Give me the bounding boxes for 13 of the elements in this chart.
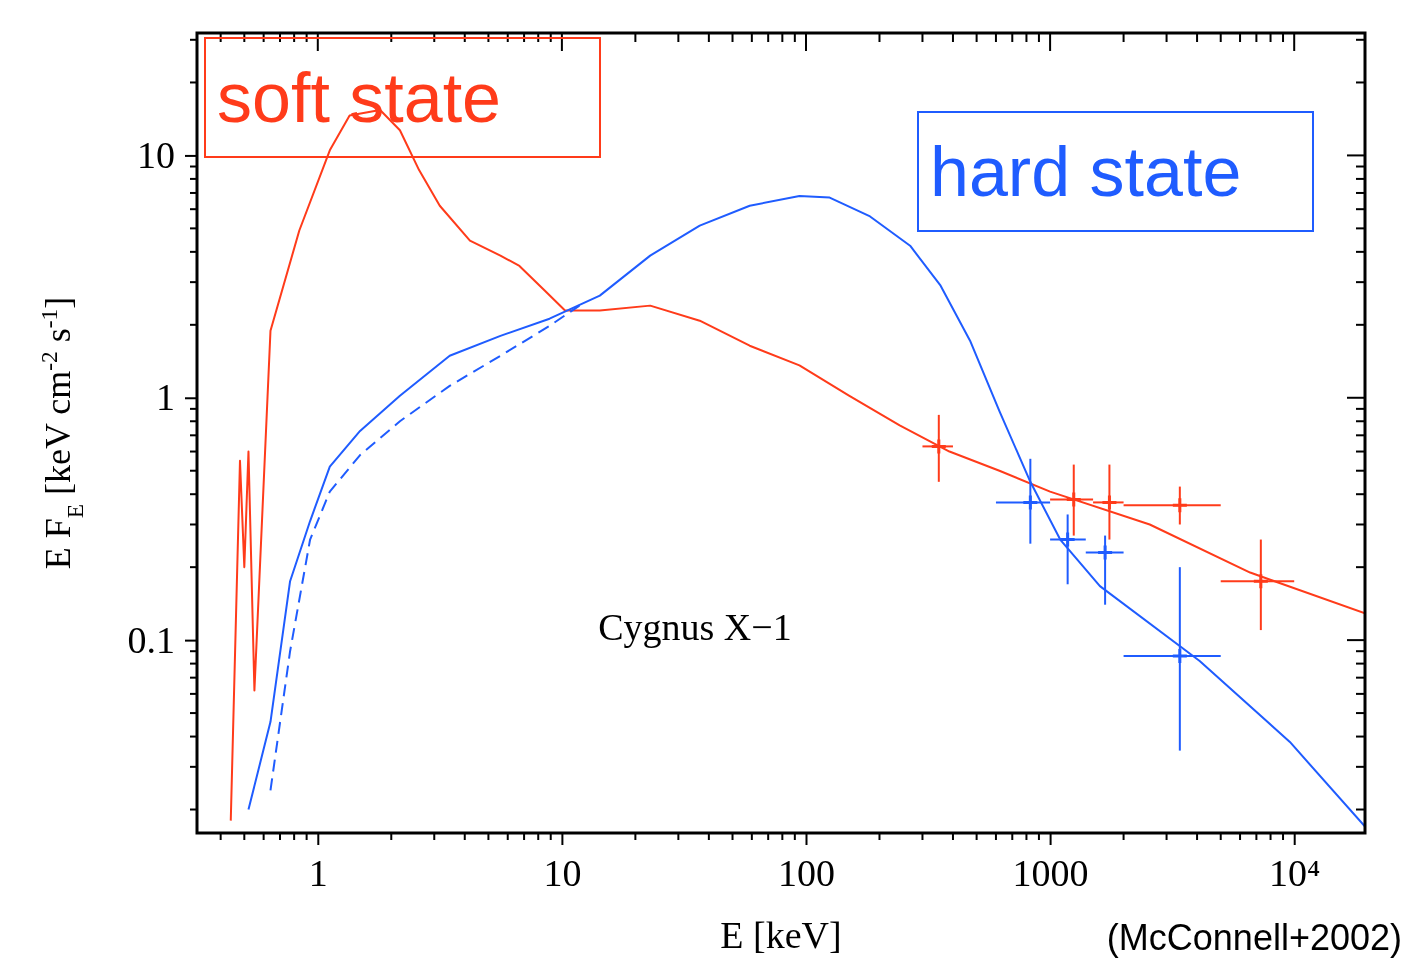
x-tick-label: 10: [543, 851, 582, 894]
series-label: soft state: [217, 59, 502, 137]
y-tick-label: 10: [137, 134, 175, 177]
x-tick-label: 10⁴: [1269, 851, 1321, 894]
x-tick-label: 1: [308, 851, 328, 894]
text: (McConnell+2002): [1106, 917, 1402, 958]
y-tick-label: 0.1: [127, 618, 175, 661]
x-tick-label: 1000: [1012, 851, 1089, 894]
annotation: Cygnus X−1: [598, 606, 792, 648]
x-tick-label: 100: [778, 851, 835, 894]
x-axis-title: E [keV]: [720, 914, 842, 956]
series-label: hard state: [930, 133, 1242, 211]
y-tick-label: 1: [156, 376, 175, 419]
